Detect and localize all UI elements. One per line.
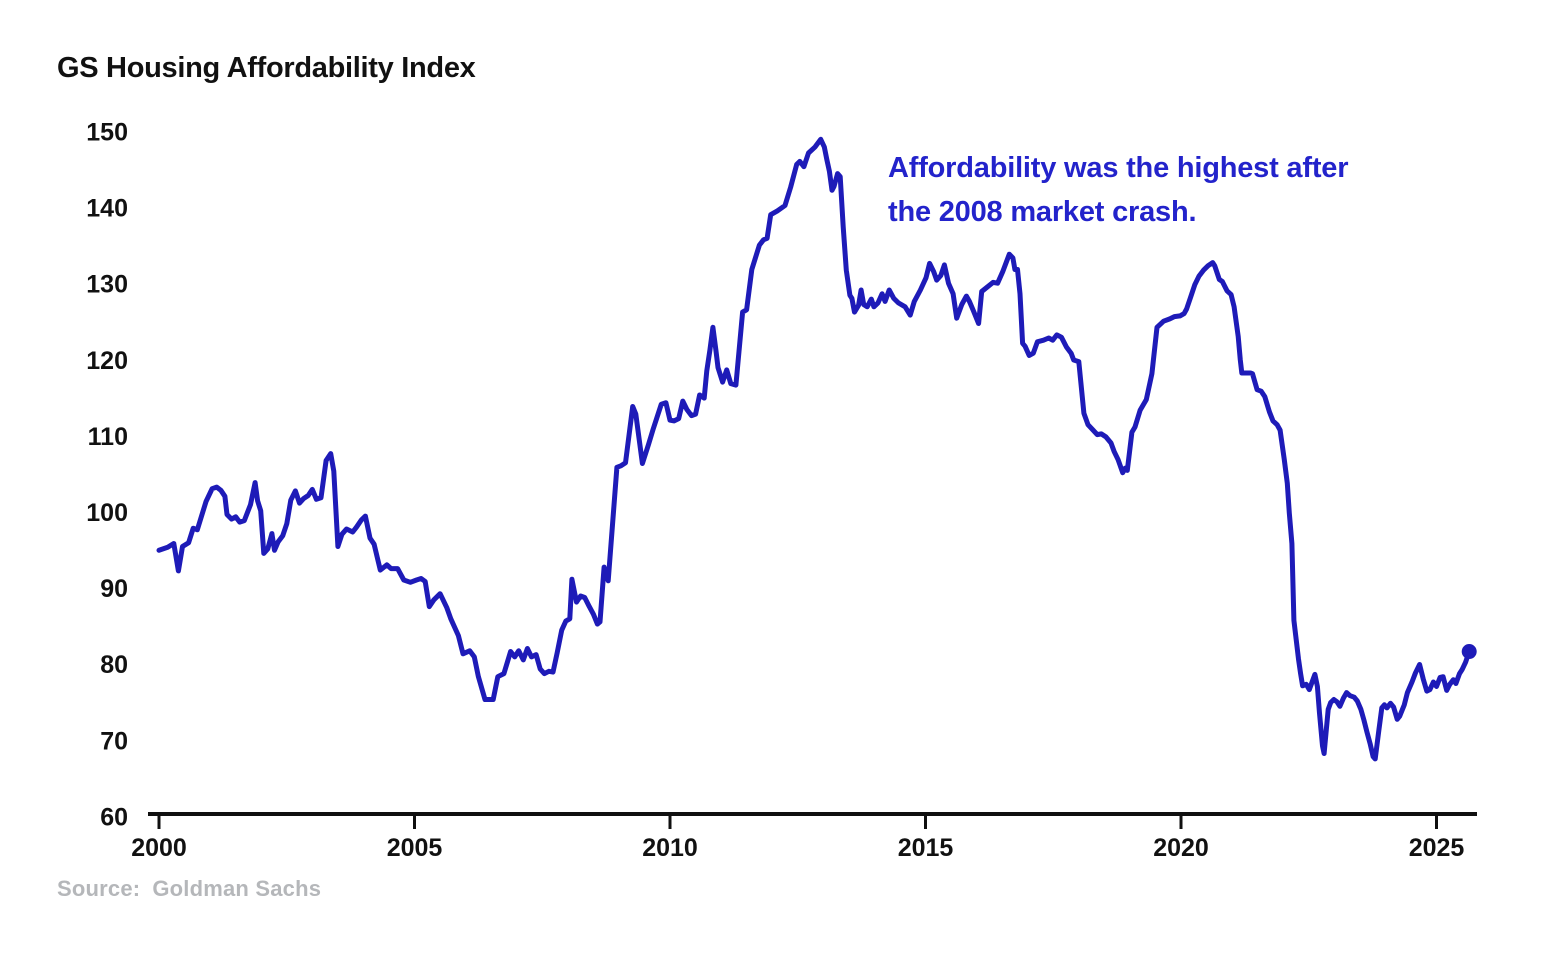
x-tick-label: 2015 xyxy=(898,834,954,862)
annotation-line-1: Affordability was the highest after xyxy=(888,152,1349,184)
y-tick-label: 130 xyxy=(86,271,128,299)
y-tick-label: 140 xyxy=(86,195,128,223)
source-label: Source: xyxy=(57,876,141,901)
y-tick-label: 80 xyxy=(100,651,128,679)
line-end-dot xyxy=(1461,644,1477,660)
index-line xyxy=(156,136,1472,762)
y-tick-label: 90 xyxy=(100,575,128,603)
x-tick-label: 2020 xyxy=(1153,834,1209,862)
source-credit: Source: Goldman Sachs xyxy=(57,876,321,902)
y-tick-label: 70 xyxy=(100,727,128,755)
y-tick-label: 120 xyxy=(86,347,128,375)
chart-annotation: Affordability was the highest after the … xyxy=(888,146,1348,234)
x-tick-label: 2025 xyxy=(1409,834,1465,862)
y-tick-label: 100 xyxy=(86,499,128,527)
y-tick-label: 110 xyxy=(88,423,128,451)
y-tick-label: 60 xyxy=(100,803,128,831)
chart-title: GS Housing Affordability Index xyxy=(57,52,476,84)
x-tick-label: 2000 xyxy=(131,834,187,862)
y-tick-label: 150 xyxy=(86,118,128,146)
x-tick-label: 2010 xyxy=(642,834,698,862)
annotation-line-2: the 2008 market crash. xyxy=(888,196,1197,228)
x-tick-label: 2005 xyxy=(387,834,443,862)
source-value: Goldman Sachs xyxy=(152,876,322,901)
